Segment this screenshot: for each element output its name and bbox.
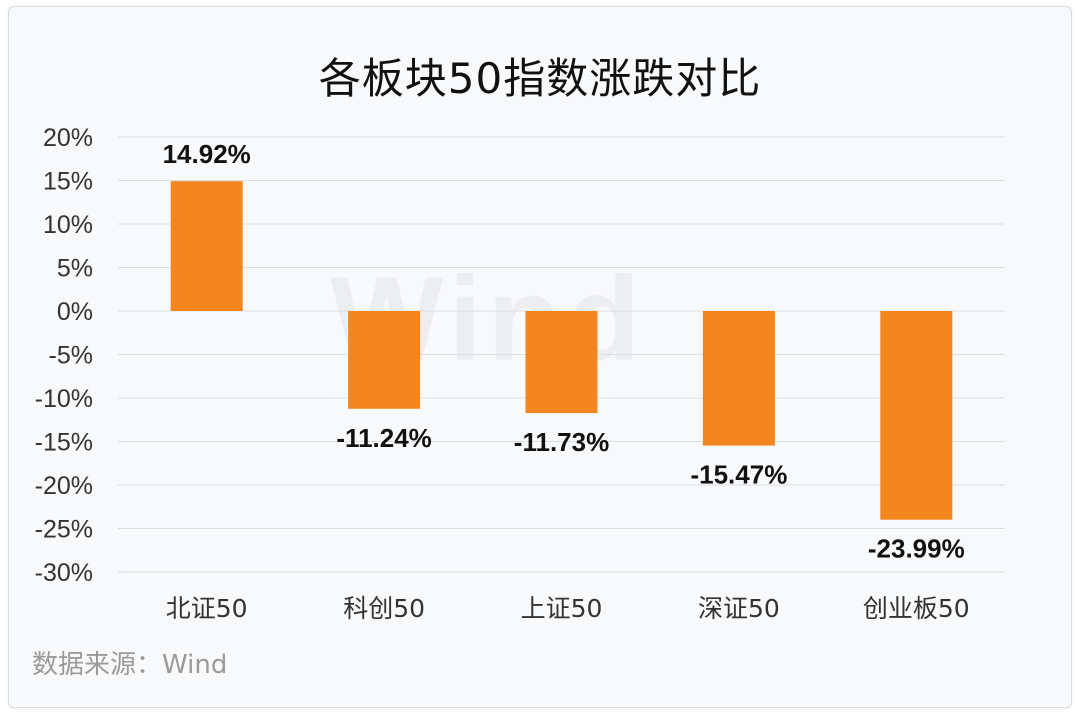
bar	[880, 311, 953, 520]
x-tick-label: 上证50	[521, 594, 603, 623]
y-tick-label: -10%	[35, 385, 93, 413]
y-tick-label: 0%	[57, 298, 93, 326]
chart-title: 各板块50指数涨跌对比	[318, 54, 762, 103]
y-tick-label: -20%	[35, 472, 93, 500]
data-label: -23.99%	[868, 534, 965, 564]
y-tick-label: 5%	[57, 255, 93, 283]
y-tick-label: 15%	[43, 168, 93, 196]
data-label: 14.92%	[163, 139, 251, 169]
bar	[348, 311, 421, 409]
bar	[702, 311, 775, 446]
data-label: -11.73%	[514, 427, 609, 457]
y-tick-label: 20%	[43, 124, 93, 152]
data-label: -15.47%	[690, 460, 787, 490]
x-tick-label: 北证50	[166, 594, 248, 623]
x-tick-label: 深证50	[698, 594, 780, 623]
y-tick-label: -30%	[35, 559, 93, 587]
y-tick-label: -15%	[35, 429, 93, 457]
bar	[170, 181, 243, 311]
x-tick-label: 科创50	[343, 594, 425, 623]
x-tick-label: 创业板50	[863, 594, 970, 623]
y-tick-label: 10%	[43, 211, 93, 239]
y-tick-label: -25%	[35, 516, 93, 544]
data-label: -11.24%	[336, 423, 431, 453]
y-tick-label: -5%	[49, 342, 93, 370]
data-source-note: 数据来源：Wind	[32, 650, 228, 680]
bar	[525, 311, 598, 414]
